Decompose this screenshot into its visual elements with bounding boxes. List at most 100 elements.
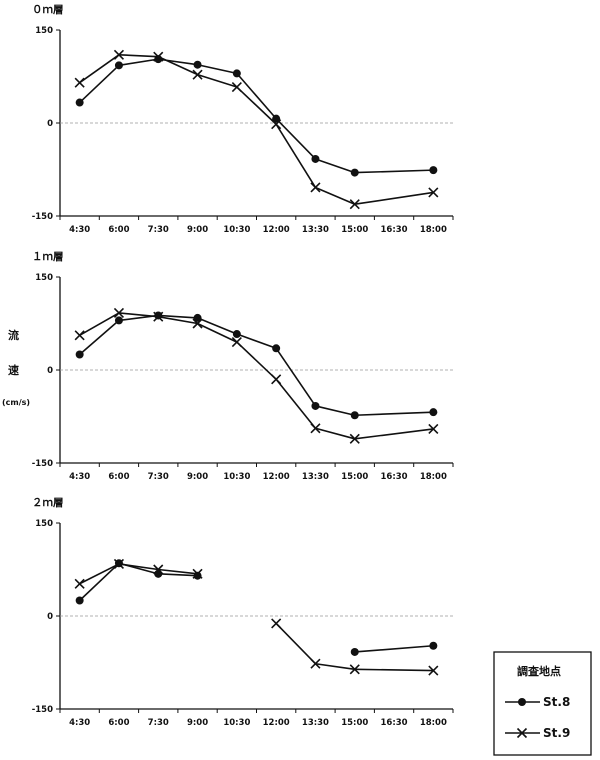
series-st9: [74, 307, 439, 444]
data-point: [231, 337, 242, 348]
x-tick-label: 9:00: [187, 718, 208, 728]
data-point: [153, 564, 164, 575]
data-point: [350, 647, 359, 656]
x-tick-label: 16:30: [381, 472, 408, 482]
data-point: [428, 423, 439, 434]
x-tick-label: 16:30: [381, 225, 408, 235]
data-point: [310, 423, 321, 434]
data-point: [429, 641, 438, 650]
series-segment: [158, 568, 198, 575]
series-st9: [74, 558, 439, 676]
data-point: [311, 401, 320, 410]
x-tick-label: 13:30: [302, 225, 329, 235]
y-tick-label: 150: [35, 273, 53, 283]
x-tick-label: 18:00: [420, 718, 447, 728]
series-segment: [354, 411, 434, 417]
series-st9: [74, 49, 439, 210]
panel-title: ０ｍ層: [32, 4, 64, 16]
legend: 調査地点 St.8 St.9: [493, 651, 592, 756]
data-point: [232, 330, 241, 339]
legend-box: [493, 651, 592, 756]
x-tick-label: 15:00: [341, 225, 368, 235]
x-tick-label: 12:00: [263, 718, 290, 728]
y-tick-label: 0: [47, 612, 53, 622]
series-segment: [275, 622, 317, 665]
series-segment: [275, 378, 317, 429]
panel-title: ２ｍ層: [32, 497, 64, 509]
y-axis-label-line1: 流: [8, 328, 19, 342]
x-tick-label: 9:00: [187, 225, 208, 235]
legend-marker-st9: [516, 727, 528, 739]
data-point: [113, 49, 125, 60]
x-tick-label: 4:30: [69, 225, 90, 235]
series-segment: [275, 123, 317, 188]
data-point: [113, 307, 125, 319]
y-tick-label: -150: [32, 459, 53, 469]
data-point: [193, 313, 202, 322]
data-point: [350, 411, 359, 420]
x-tick-label: 18:00: [420, 472, 447, 482]
data-point: [114, 61, 123, 70]
data-point: [231, 81, 242, 93]
y-tick-label: 0: [47, 119, 53, 129]
series-segment: [236, 341, 277, 380]
series-segment: [79, 54, 120, 84]
series-segment: [79, 563, 120, 585]
x-tick-label: 7:30: [148, 472, 169, 482]
data-point: [310, 658, 321, 669]
series-segment: [118, 54, 159, 58]
x-tick-label: 10:30: [223, 472, 250, 482]
series-segment: [79, 319, 120, 356]
series-segment: [79, 312, 120, 336]
series-segment: [354, 169, 434, 174]
series-segment: [315, 186, 356, 205]
data-point: [311, 154, 320, 163]
series-st8: [75, 559, 438, 656]
data-point: [113, 558, 125, 569]
y-axis-unit: (cm/s): [2, 398, 30, 407]
data-point: [428, 665, 439, 676]
legend-label-st9: St.9: [543, 726, 570, 740]
data-point: [232, 69, 241, 78]
series-segment: [158, 315, 198, 325]
data-point: [74, 330, 85, 341]
series-segment: [197, 63, 238, 75]
chart-panels: ０ｍ層 150 0 -150 4:30 6:00 7:30 9:00 10:30 12:00 13:…: [32, 4, 454, 728]
data-point: [114, 316, 123, 325]
series-segment: [79, 562, 120, 602]
x-tick-label: 13:30: [302, 718, 329, 728]
legend-title: 調査地点: [517, 664, 561, 678]
data-point: [153, 51, 164, 62]
series-segment: [315, 427, 355, 440]
x-tick-label: 4:30: [69, 718, 90, 728]
data-point: [350, 168, 359, 177]
y-tick-label: -150: [32, 705, 53, 715]
y-tick-label: 150: [35, 519, 53, 529]
x-tick-label: 4:30: [69, 472, 90, 482]
legend-marker-st8: [518, 698, 526, 706]
series-segment: [354, 191, 434, 206]
series-segment: [315, 158, 356, 174]
series-segment: [315, 662, 355, 671]
data-point: [153, 311, 164, 322]
y-tick-label: 150: [35, 26, 53, 36]
data-point: [271, 119, 282, 130]
data-point: [192, 318, 203, 329]
x-tick-label: 6:00: [108, 225, 129, 235]
series-segment: [158, 573, 198, 577]
chart-panel-2: ２ｍ層 150 0 -150 4:30 6:00 7:30 9:00 10:30 12:00 13:…: [32, 497, 454, 728]
data-point: [429, 408, 438, 417]
data-point: [74, 578, 85, 589]
x-tick-label: 7:30: [148, 718, 169, 728]
series-segment: [79, 64, 120, 104]
data-point: [349, 199, 360, 210]
x-tick-label: 12:00: [263, 472, 290, 482]
series-segment: [197, 317, 238, 335]
data-point: [193, 60, 202, 69]
x-tick-label: 15:00: [341, 472, 368, 482]
data-point: [310, 182, 321, 193]
series-segment: [275, 347, 317, 407]
series-segment: [118, 58, 159, 67]
panel-title: １ｍ層: [32, 251, 64, 263]
